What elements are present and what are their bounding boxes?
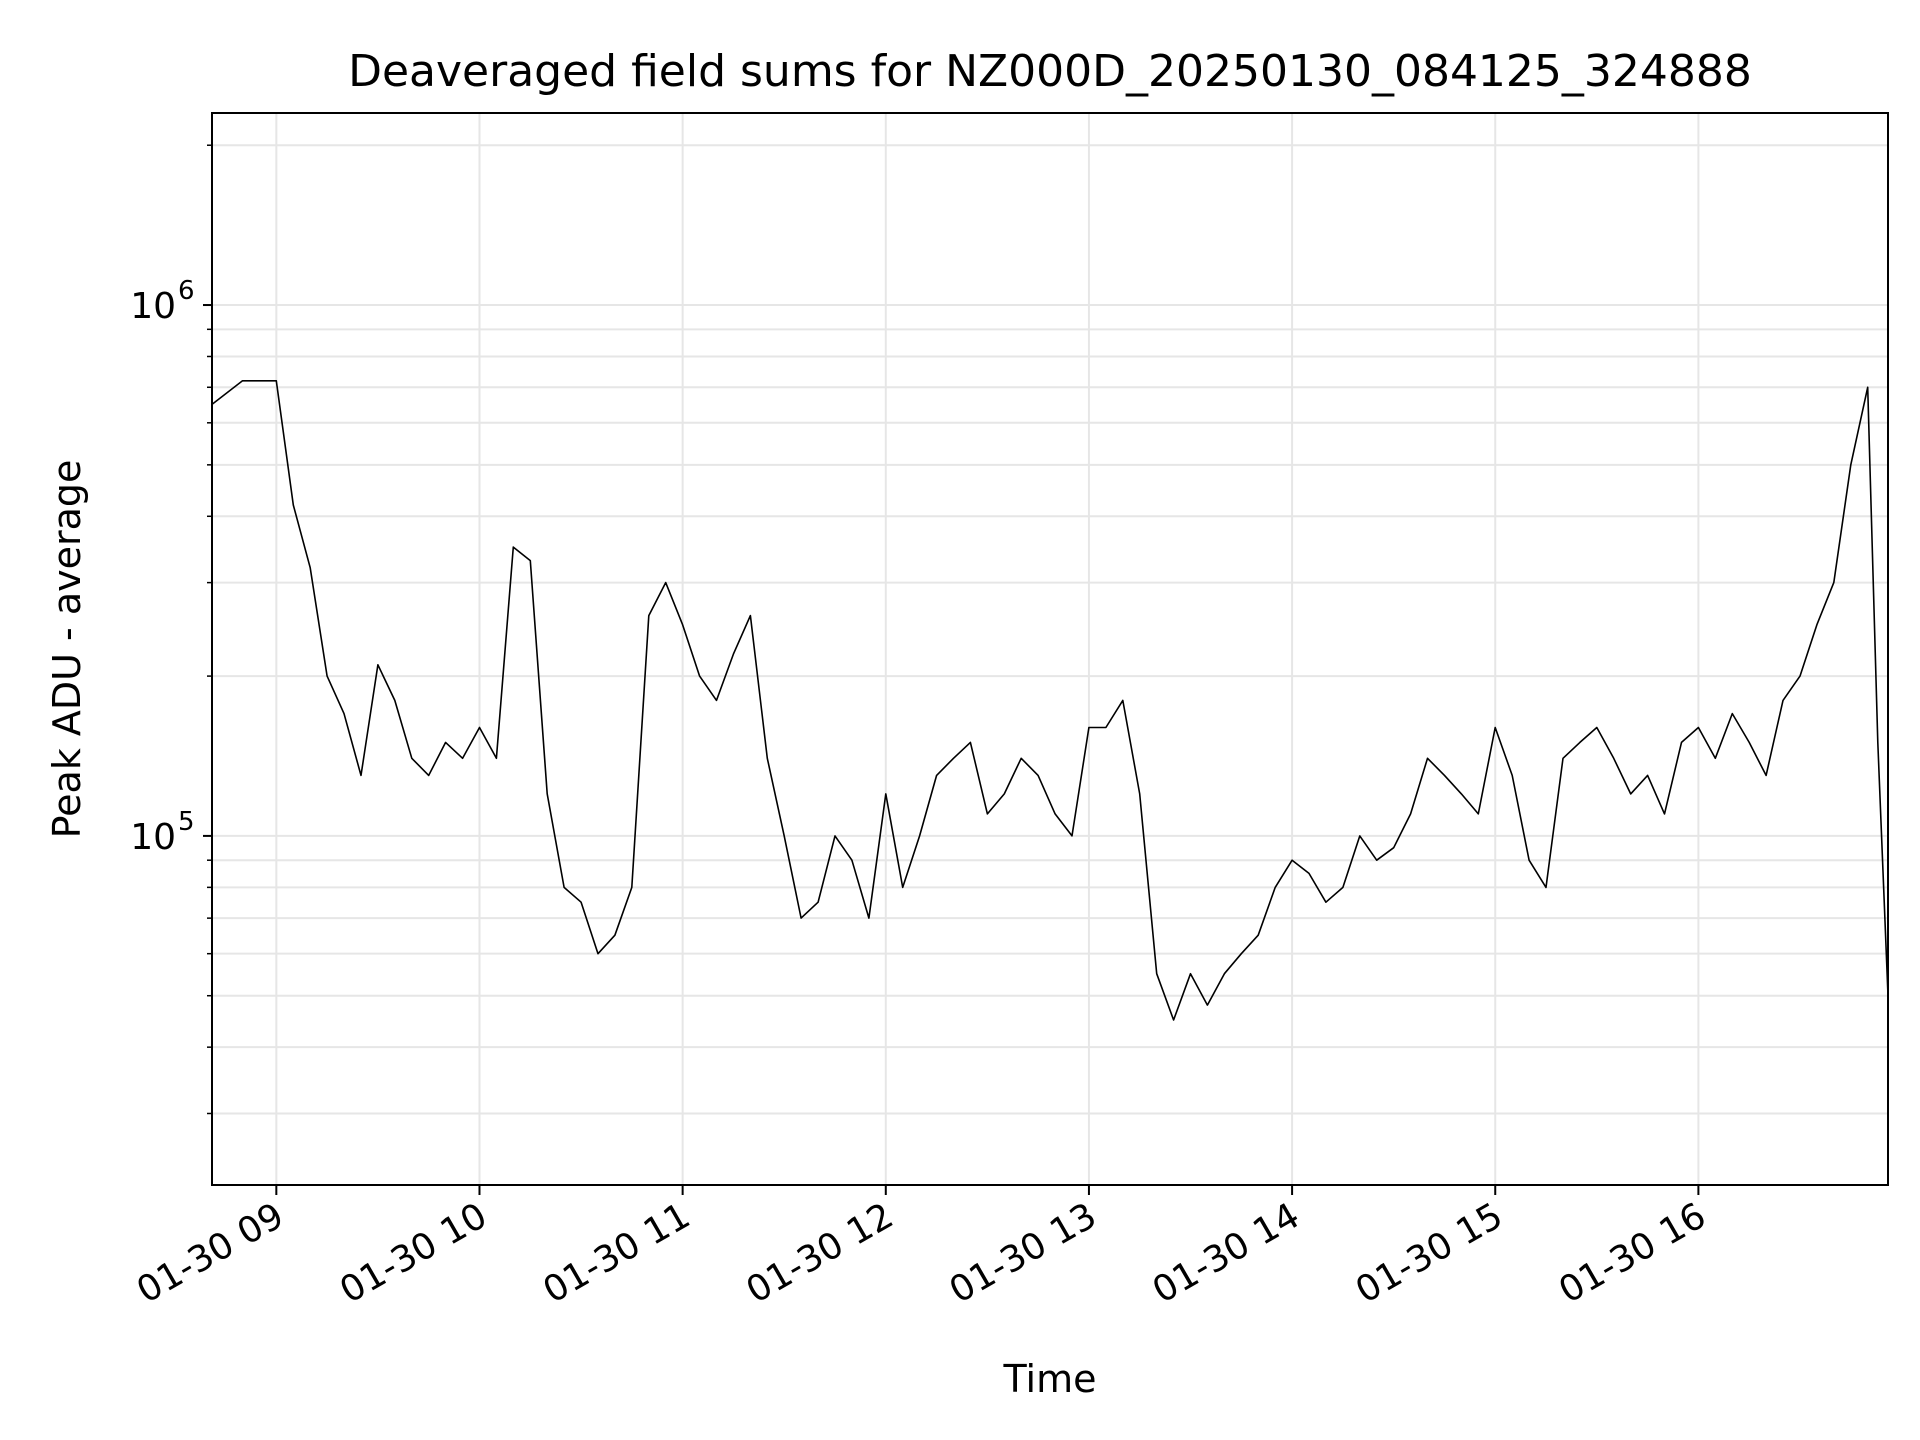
y-tick-exponent: 5 xyxy=(178,807,195,837)
series-layer xyxy=(211,379,1889,1021)
series-line xyxy=(211,379,1889,1021)
plot-frame xyxy=(211,112,1889,1186)
y-tick-label: 10 xyxy=(130,817,176,858)
y-tick-label: 10 xyxy=(130,286,176,327)
y-axis-label: Peak ADU - average xyxy=(45,460,89,839)
chart-title: Deaveraged field sums for NZ000D_2025013… xyxy=(348,46,1752,97)
x-axis-label: Time xyxy=(1003,1357,1097,1401)
grid xyxy=(212,113,1888,1185)
y-tick-exponent: 6 xyxy=(178,276,195,306)
